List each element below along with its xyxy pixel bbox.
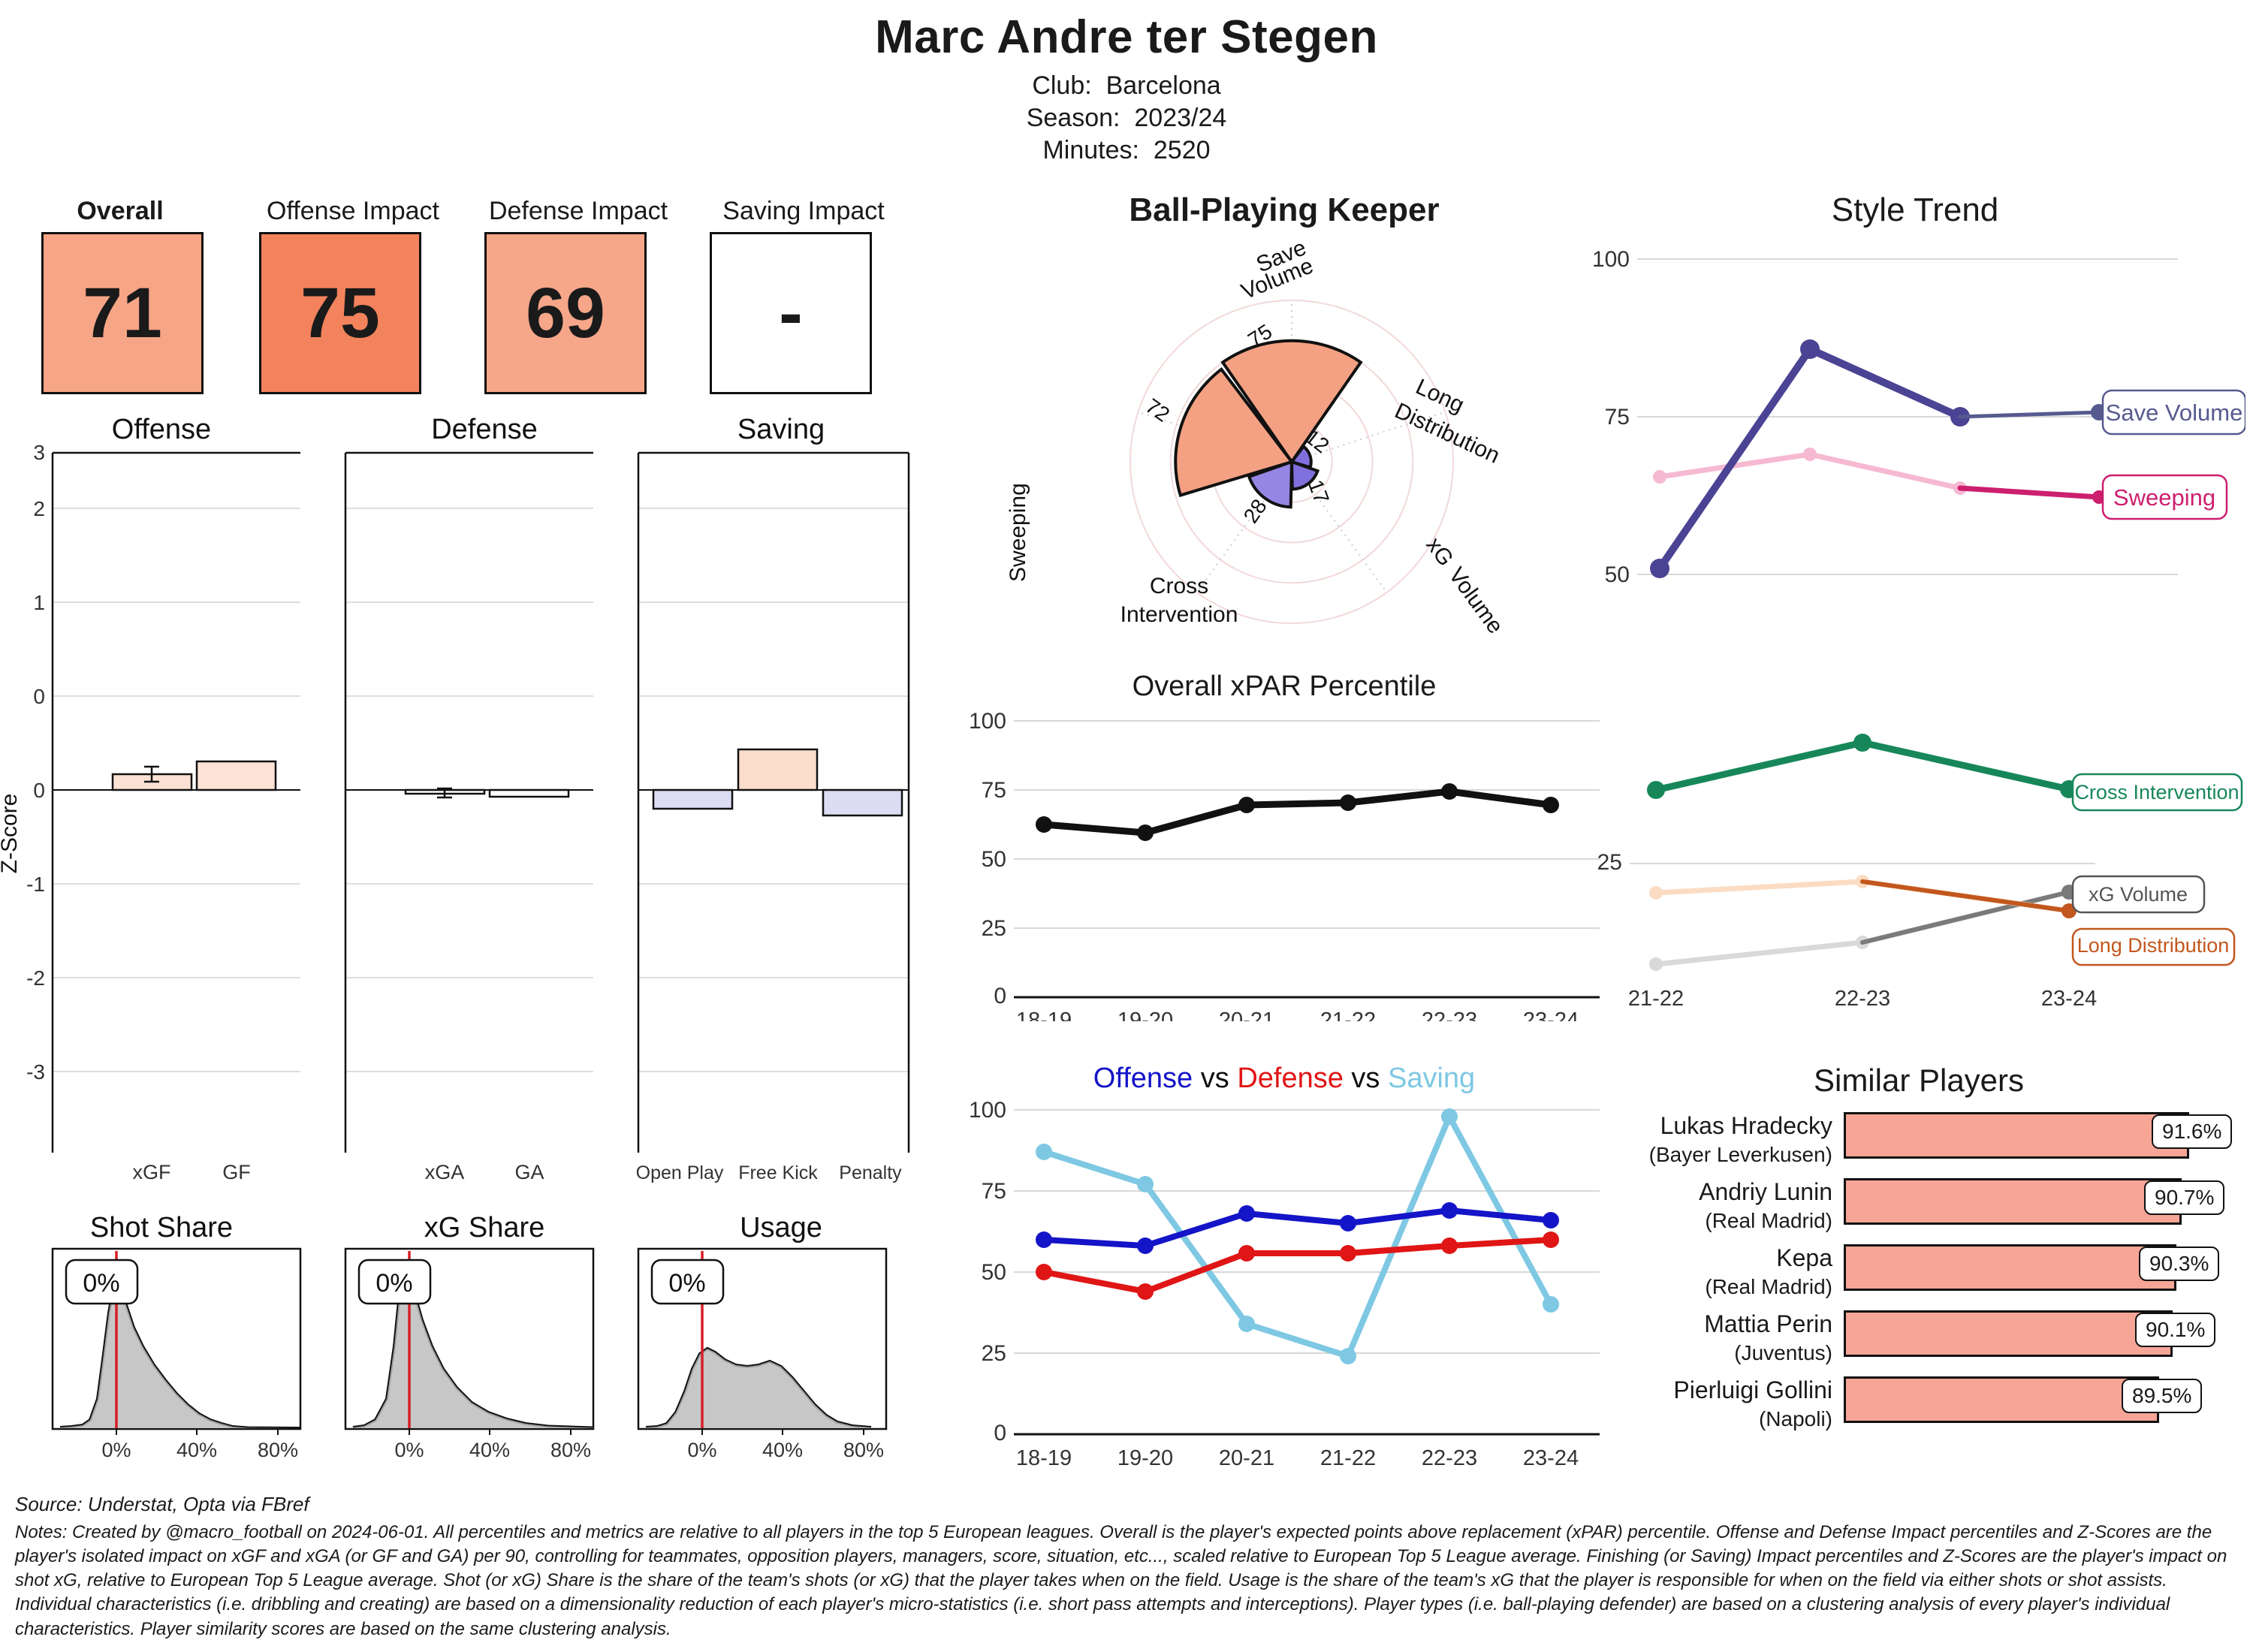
svg-text:xGF: xGF [133,1161,171,1183]
svg-text:40%: 40% [469,1439,510,1461]
svg-text:3: 3 [33,441,45,464]
svg-text:Usage: Usage [740,1212,822,1244]
svg-text:0%: 0% [668,1269,705,1298]
svg-text:-2: -2 [26,966,45,990]
svg-text:40%: 40% [176,1439,217,1461]
svg-text:21-22: 21-22 [1320,1008,1376,1021]
svg-text:Volume: Volume [1443,563,1508,638]
svg-text:50: 50 [982,1260,1006,1285]
svg-text:72: 72 [1142,394,1174,427]
svg-text:GA: GA [514,1161,544,1183]
svg-text:Cross: Cross [1150,574,1208,598]
svg-text:Saving: Saving [737,414,825,445]
svg-text:-3: -3 [26,1060,45,1084]
svg-text:25: 25 [982,1341,1006,1366]
svg-text:20-21: 20-21 [1219,1446,1274,1470]
svg-text:100: 100 [969,709,1006,734]
svg-text:0: 0 [994,984,1006,1008]
svg-text:xGA: xGA [425,1161,465,1183]
svg-text:0: 0 [33,779,45,802]
svg-text:19-20: 19-20 [1117,1008,1173,1021]
svg-text:Free Kick: Free Kick [738,1162,818,1183]
svg-text:Sweeping: Sweeping [2113,484,2215,511]
svg-text:-1: -1 [26,873,45,896]
svg-text:GF: GF [222,1161,251,1183]
svg-text:40%: 40% [762,1439,803,1461]
svg-text:Shot Share: Shot Share [90,1212,233,1244]
svg-text:1: 1 [33,591,45,614]
svg-text:75: 75 [982,778,1006,803]
svg-text:0%: 0% [687,1439,716,1461]
svg-text:22-23: 22-23 [1835,987,1890,1011]
svg-text:80%: 80% [258,1439,298,1461]
svg-text:100: 100 [1592,247,1630,272]
svg-text:Defense: Defense [431,414,538,445]
svg-text:18-19: 18-19 [1016,1008,1072,1021]
svg-text:0: 0 [994,1421,1006,1446]
svg-text:0%: 0% [83,1269,119,1298]
svg-text:0%: 0% [101,1439,131,1461]
svg-text:80%: 80% [843,1439,884,1461]
svg-text:23-24: 23-24 [1523,1008,1579,1021]
svg-text:Penalty: Penalty [839,1162,902,1183]
svg-text:25: 25 [982,916,1006,941]
svg-text:50: 50 [1605,562,1630,587]
svg-text:Sweeping: Sweeping [1006,483,1030,582]
svg-text:2: 2 [33,497,45,520]
svg-text:75: 75 [1605,405,1630,430]
svg-text:20-21: 20-21 [1219,1008,1274,1021]
svg-text:22-23: 22-23 [1422,1446,1477,1470]
svg-text:Open Play: Open Play [636,1162,724,1183]
svg-text:50: 50 [982,847,1006,872]
svg-text:75: 75 [982,1179,1006,1204]
svg-text:Z-Score: Z-Score [0,794,22,874]
svg-text:19-20: 19-20 [1117,1446,1173,1470]
svg-text:22-23: 22-23 [1422,1008,1477,1021]
svg-text:Offense: Offense [112,414,211,445]
svg-text:23-24: 23-24 [1523,1446,1579,1470]
svg-text:25: 25 [1597,850,1622,875]
svg-text:xG Share: xG Share [424,1212,545,1244]
svg-text:100: 100 [969,1098,1006,1123]
svg-text:xG: xG [1421,533,1458,571]
svg-text:80%: 80% [550,1439,591,1461]
svg-text:21-22: 21-22 [1320,1446,1376,1470]
svg-text:18-19: 18-19 [1016,1446,1072,1470]
svg-text:Long Distribution: Long Distribution [2077,934,2230,957]
svg-text:Cross Intervention: Cross Intervention [2074,781,2239,803]
svg-text:xG Volume: xG Volume [2089,883,2188,906]
svg-text:Save Volume: Save Volume [2106,399,2243,426]
svg-text:0%: 0% [376,1269,412,1298]
svg-text:0%: 0% [394,1439,424,1461]
svg-text:23-24: 23-24 [2041,987,2097,1011]
svg-text:21-22: 21-22 [1628,987,1684,1011]
svg-text:Intervention: Intervention [1120,602,1238,627]
svg-text:0: 0 [33,685,45,708]
